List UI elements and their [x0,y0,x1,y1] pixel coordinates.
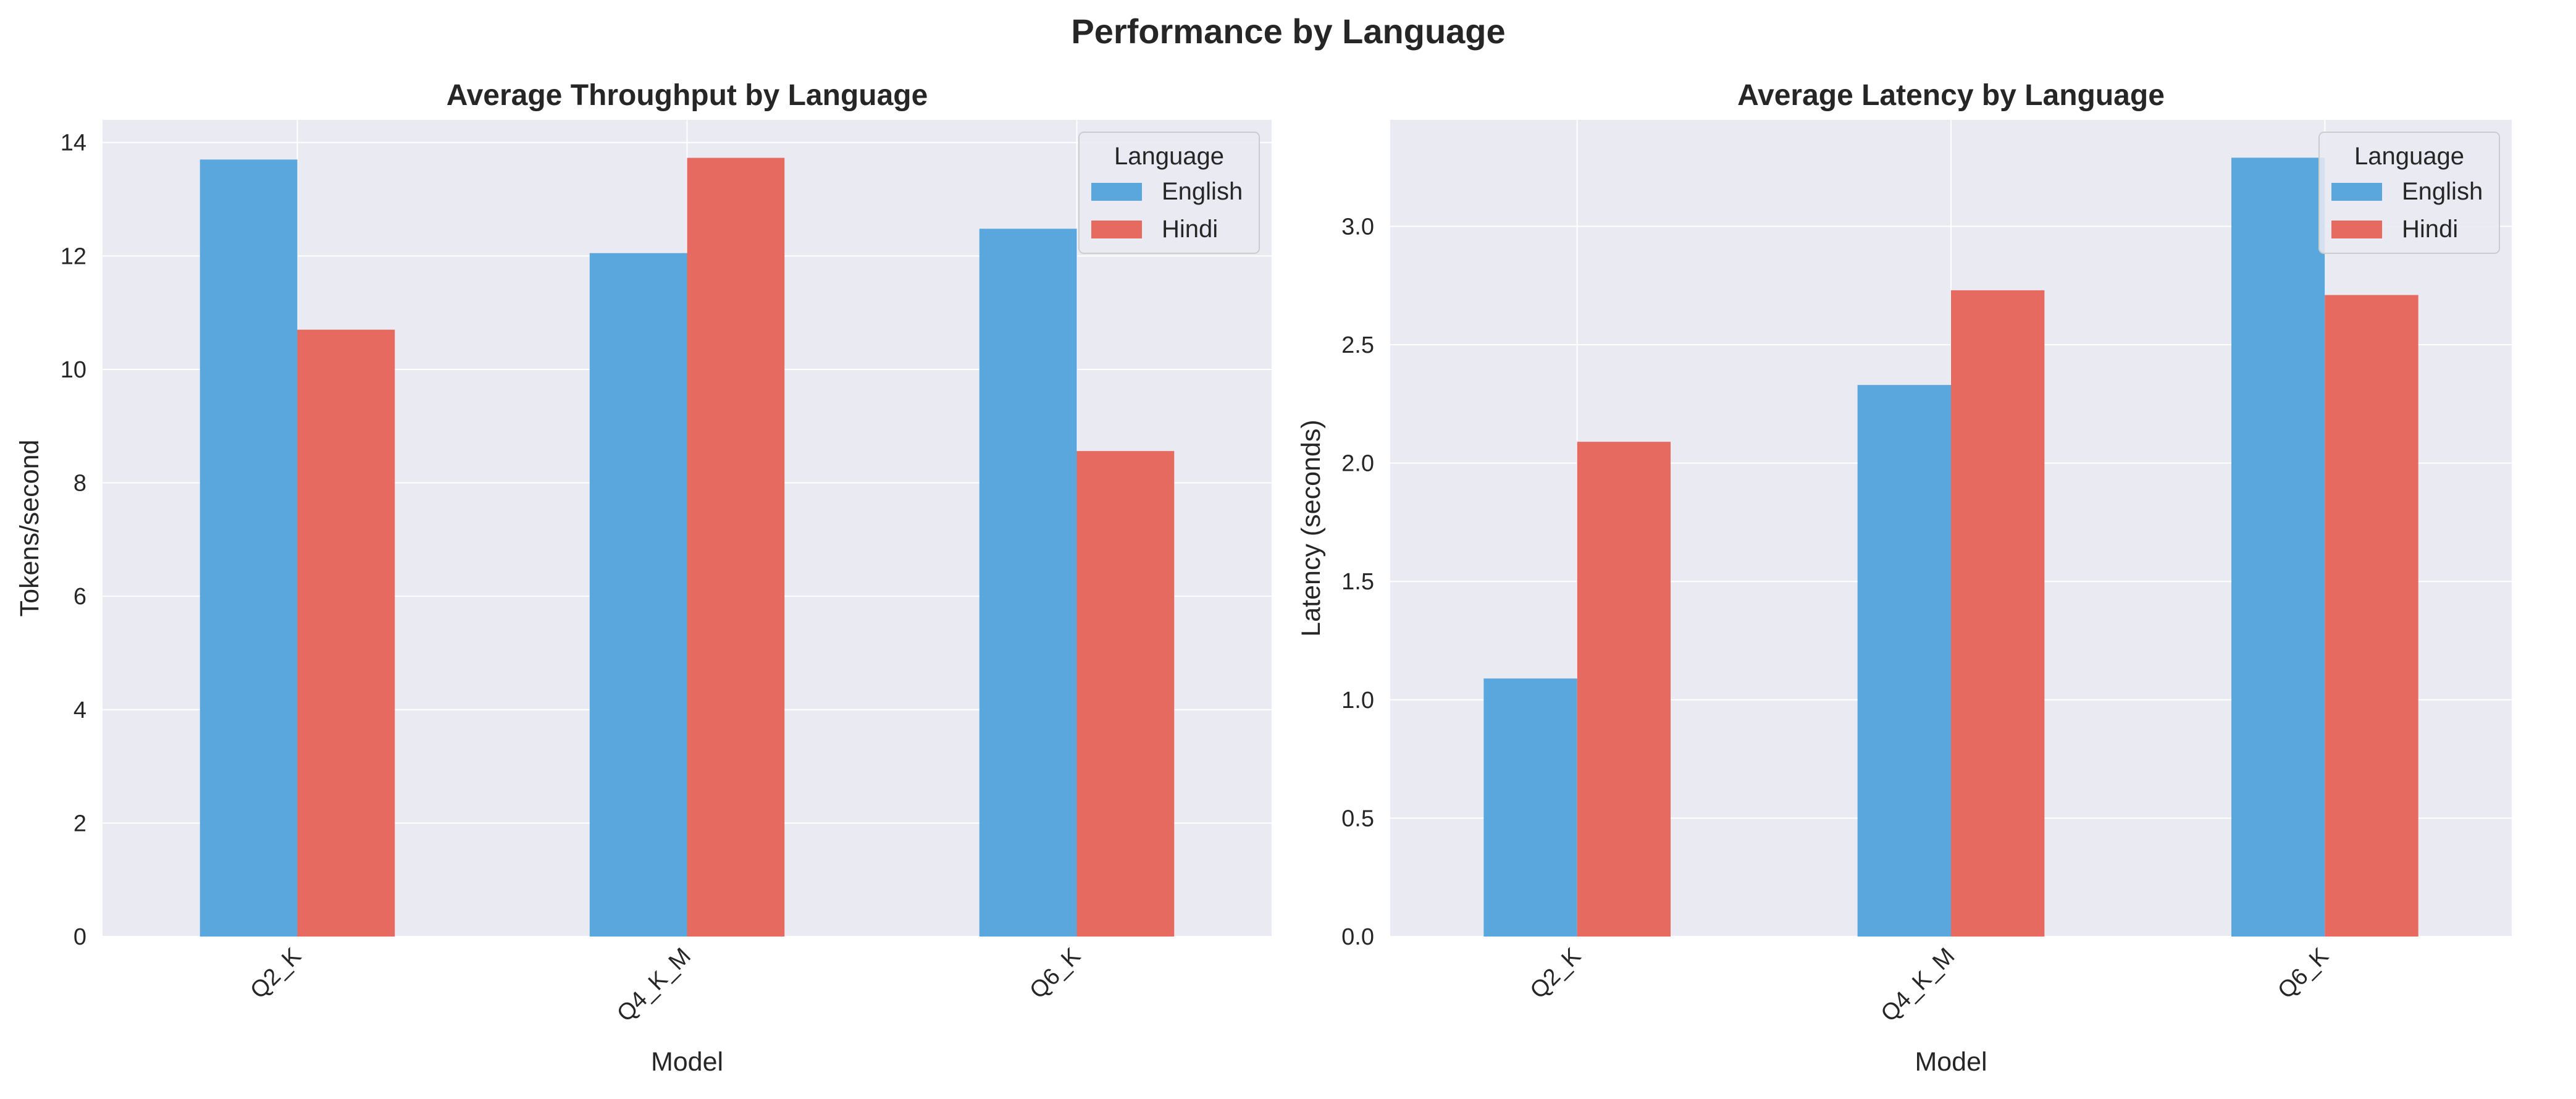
throughput-legend-swatch-hindi [1091,221,1142,238]
latency-bar-hindi-q4_k_m [1951,290,2045,937]
throughput-legend: Language English Hindi [1078,132,1260,254]
latency-legend-label-hindi: Hindi [2402,216,2458,243]
throughput-bar-english-q6_k [979,229,1077,937]
throughput-legend-title: Language [1114,143,1224,170]
latency-legend-label-english: English [2402,178,2483,205]
latency-bar-english-q6_k [2231,158,2325,937]
throughput-legend-swatch-english [1091,183,1142,201]
latency-y-tick-label: 1.5 [1341,569,1374,595]
throughput-bar-hindi-q4_k_m [687,158,785,937]
latency-y-tick-label: 1.0 [1341,688,1374,714]
latency-y-tick-label: 2.0 [1341,451,1374,477]
latency-x-axis-label: Model [1915,1047,1987,1077]
throughput-y-tick-label: 8 [73,471,86,497]
figure-title: Performance by Language [1071,12,1505,51]
throughput-bar-english-q4_k_m [589,253,687,937]
throughput-bar-hindi-q2_k [297,329,395,937]
throughput-chart-title: Average Throughput by Language [447,79,928,112]
latency-y-axis-label: Latency (seconds) [1296,419,1326,636]
latency-bar-english-q2_k [1483,678,1577,937]
latency-legend-swatch-english [2331,183,2382,201]
latency-legend: Language English Hindi [2318,132,2500,254]
latency-chart: 0.0 0.5 1.0 1.5 2.0 2.5 3.0 Q2_K Q4_K_M Q6_K Model… [1296,79,2512,1077]
throughput-y-tick-label: 2 [73,811,86,836]
throughput-y-tick-label: 6 [73,584,86,610]
latency-bar-english-q4_k_m [1857,385,1951,937]
latency-x-tick-label: Q2_K [1525,943,1586,1004]
throughput-y-tick-label: 10 [61,357,86,383]
throughput-x-tick-label: Q6_K [1025,943,1085,1004]
throughput-chart: 0 2 4 6 8 10 12 14 Q2_K Q4_K_M Q6_K Model Tokens/sec… [15,79,1272,1077]
latency-x-tick-label: Q4_K_M [1876,943,1960,1027]
throughput-x-tick-label: Q2_K [245,943,306,1004]
latency-y-tick-label: 2.5 [1341,332,1374,358]
throughput-y-tick-label: 4 [73,697,86,723]
latency-bar-hindi-q2_k [1577,442,1671,937]
throughput-y-tick-label: 14 [61,130,86,156]
throughput-x-tick-label: Q4_K_M [612,943,696,1027]
latency-y-tick-label: 0.5 [1341,806,1374,832]
throughput-y-axis-label: Tokens/second [15,440,44,617]
latency-bar-hindi-q6_k [2325,295,2419,937]
latency-x-tick-label: Q6_K [2273,943,2333,1004]
latency-legend-title: Language [2354,143,2464,170]
throughput-bar-english-q2_k [199,159,298,937]
latency-legend-swatch-hindi [2331,221,2382,238]
throughput-y-tick-label: 12 [61,243,86,269]
latency-y-tick-label: 3.0 [1341,214,1374,240]
latency-y-tick-label: 0.0 [1341,924,1374,950]
throughput-bar-hindi-q6_k [1076,451,1175,937]
throughput-y-tick-label: 0 [73,924,86,950]
throughput-legend-label-english: English [1162,178,1243,205]
latency-chart-title: Average Latency by Language [1737,79,2165,112]
throughput-legend-label-hindi: Hindi [1162,216,1218,243]
throughput-x-axis-label: Model [651,1047,723,1077]
